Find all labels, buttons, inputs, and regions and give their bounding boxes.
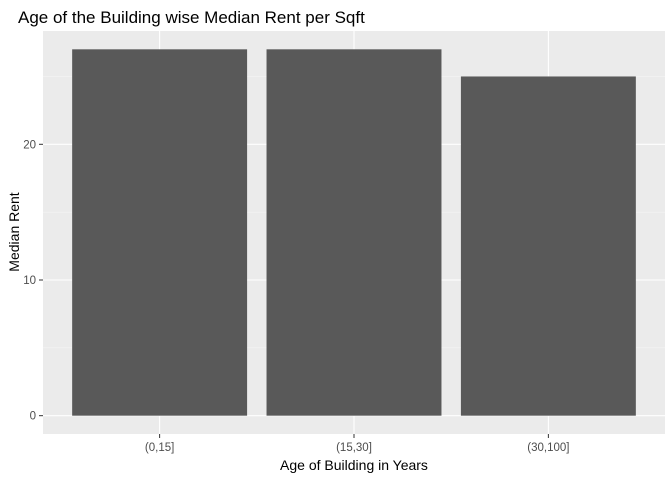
x-tick-label: (0,15]: [145, 442, 174, 454]
plot-panel: [43, 31, 665, 434]
x-axis: (0,15] (15,30] (30,100]: [145, 434, 569, 454]
x-tick-label: (15,30]: [336, 442, 372, 454]
y-axis-title: Median Rent: [6, 192, 22, 271]
chart-title: Age of the Building wise Median Rent per…: [18, 8, 365, 27]
y-tick-label: 10: [23, 275, 36, 287]
y-axis: 0 10 20: [23, 139, 43, 423]
bar-2: [266, 49, 442, 416]
x-tick-label: (30,100]: [527, 442, 569, 454]
y-tick-label: 20: [23, 139, 36, 151]
y-tick-label: 0: [30, 411, 36, 423]
bars: [72, 49, 636, 416]
bar-3: [460, 76, 636, 416]
bar-1: [72, 49, 248, 416]
x-axis-title: Age of Building in Years: [280, 457, 428, 473]
